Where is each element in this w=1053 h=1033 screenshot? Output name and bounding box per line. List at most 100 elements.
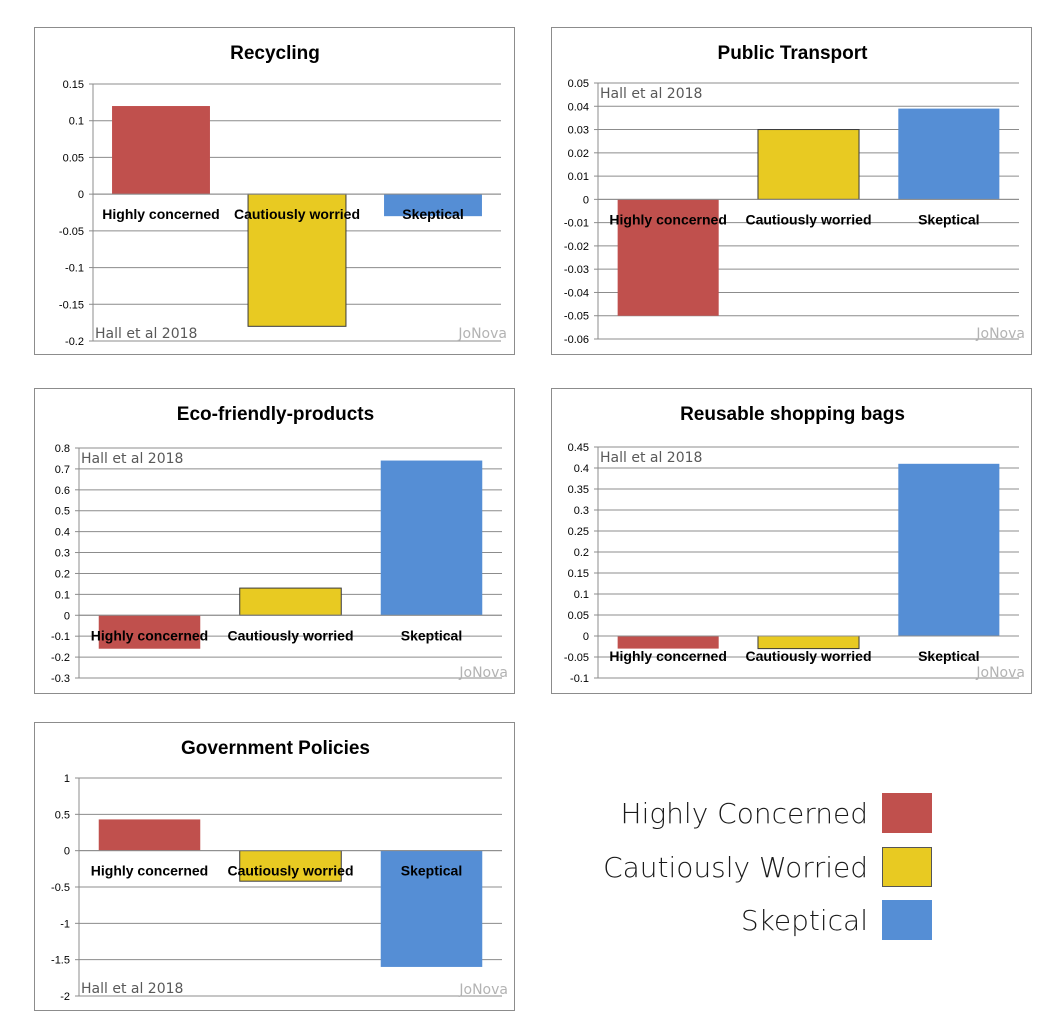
legend-swatch xyxy=(882,847,932,887)
y-tick-label: 0 xyxy=(64,610,70,622)
y-tick-label: -0.2 xyxy=(51,652,70,664)
chart-public-transport: Public Transport 0.05 0.04 0.03 0.02 0.01 0 -0.… xyxy=(551,27,1032,355)
chart-title: Recycling xyxy=(230,43,320,64)
watermark: JoNova xyxy=(458,982,508,998)
y-tick-label: -0.5 xyxy=(51,882,70,894)
category-label: Skeptical xyxy=(918,648,979,664)
y-tick-label: -0.1 xyxy=(570,673,589,685)
chart-government-policies: Government Policies 1 0.5 0 -0.5 -1 -1.5 -2 High… xyxy=(34,722,515,1011)
y-tick-label: 0.5 xyxy=(55,809,70,821)
category-label: Cautiously worried xyxy=(227,627,353,643)
y-tick-label: -0.1 xyxy=(65,263,84,275)
legend-item-highly-concerned: Highly Concerned xyxy=(600,793,940,835)
bar-highly-concerned xyxy=(617,636,719,649)
chart-svg: Eco-friendly-products 0.8 0.7 0.6 0.5 0.4 0.3 0… xyxy=(51,404,508,685)
legend-swatch xyxy=(882,900,932,940)
bar-cautiously-worried xyxy=(757,635,860,650)
y-tick-label: 0.4 xyxy=(574,463,589,475)
y-tick-label: 0.4 xyxy=(55,527,70,539)
bar-highly-concerned xyxy=(98,615,201,649)
category-label: Highly concerned xyxy=(91,863,208,879)
y-tick-label: -1.5 xyxy=(51,955,70,967)
legend-swatch xyxy=(882,793,932,833)
bar-cautiously-worried xyxy=(239,587,342,616)
y-tick-label: -0.06 xyxy=(564,334,589,346)
category-label: Cautiously worried xyxy=(227,863,353,879)
chart-title: Government Policies xyxy=(181,738,370,759)
chart-recycling: Recycling 0.15 0.1 0.05 0 -0.05 -0.1 -0.15 -0.2 H… xyxy=(34,27,515,355)
y-tick-label: 0.15 xyxy=(568,568,589,580)
y-tick-label: 0.05 xyxy=(63,152,84,164)
y-tick-label: 1 xyxy=(64,773,70,785)
bar-cautiously-worried xyxy=(757,129,860,200)
legend-item-skeptical: Skeptical xyxy=(600,900,940,942)
chart-title: Reusable shopping bags xyxy=(680,404,905,425)
legend-item-cautiously-worried: Cautiously Worried xyxy=(600,847,940,889)
watermark: JoNova xyxy=(458,665,508,681)
y-tick-label: -0.03 xyxy=(564,264,589,276)
chart-eco-friendly-products: Eco-friendly-products 0.8 0.7 0.6 0.5 0.4 0.3 0… xyxy=(34,388,515,694)
y-tick-label: 0.03 xyxy=(568,125,589,137)
watermark: JoNova xyxy=(457,326,507,342)
y-tick-label: 0.7 xyxy=(55,464,70,476)
bar-cautiously-worried xyxy=(239,850,342,882)
source-label: Hall et al 2018 xyxy=(95,326,197,342)
source-label: Hall et al 2018 xyxy=(81,451,183,467)
bar-highly-concerned xyxy=(112,106,210,195)
category-label: Cautiously worried xyxy=(745,648,871,664)
y-tick-label: 0.2 xyxy=(55,568,70,580)
category-label: Highly concerned xyxy=(102,206,219,222)
chart-title: Public Transport xyxy=(718,43,869,64)
bar-cautiously-worried xyxy=(247,193,347,327)
y-tick-label: 0.5 xyxy=(55,506,70,518)
y-tick-label: 0.3 xyxy=(55,548,70,560)
y-tick-label: -0.1 xyxy=(51,631,70,643)
y-tick-label: 0 xyxy=(64,846,70,858)
category-label: Highly concerned xyxy=(91,627,208,643)
bar-skeptical xyxy=(898,463,1000,636)
y-tick-label: 0.02 xyxy=(568,148,589,160)
category-label: Skeptical xyxy=(918,211,979,227)
y-tick-label: 0 xyxy=(78,189,84,201)
y-tick-label: -0.05 xyxy=(59,226,84,238)
y-tick-label: 0.45 xyxy=(568,442,589,454)
category-label: Skeptical xyxy=(401,863,462,879)
bar-skeptical xyxy=(380,850,483,967)
watermark: JoNova xyxy=(975,326,1025,342)
y-tick-label: 0.2 xyxy=(574,547,589,559)
category-label: Cautiously worried xyxy=(234,206,360,222)
category-label: Highly concerned xyxy=(609,211,726,227)
y-tick-label: 0.1 xyxy=(55,589,70,601)
y-tick-label: -0.05 xyxy=(564,311,589,323)
chart-svg: Public Transport 0.05 0.04 0.03 0.02 0.01 0 -0.… xyxy=(564,43,1025,346)
y-tick-label: 0.6 xyxy=(55,485,70,497)
y-tick-label: -0.02 xyxy=(564,241,589,253)
category-label: Skeptical xyxy=(401,627,462,643)
y-tick-label: -1 xyxy=(60,918,70,930)
source-label: Hall et al 2018 xyxy=(600,450,702,466)
y-tick-label: -2 xyxy=(60,991,70,1003)
y-tick-label: 0.15 xyxy=(63,79,84,91)
legend-label: Cautiously Worried xyxy=(603,851,868,884)
y-tick-label: 0.05 xyxy=(568,78,589,90)
y-tick-label: 0.05 xyxy=(568,610,589,622)
source-label: Hall et al 2018 xyxy=(81,981,183,997)
chart-svg: Reusable shopping bags 0.45 0.4 0.35 0.3 0.25… xyxy=(564,404,1025,685)
legend: Highly Concerned Cautiously Worried Skep… xyxy=(600,785,940,955)
y-tick-label: -0.3 xyxy=(51,673,70,685)
y-tick-label: 0 xyxy=(583,194,589,206)
y-tick-label: -0.05 xyxy=(564,652,589,664)
y-tick-label: 0.3 xyxy=(574,505,589,517)
category-label: Highly concerned xyxy=(609,648,726,664)
chart-title: Eco-friendly-products xyxy=(177,404,374,425)
y-tick-label: -0.15 xyxy=(59,299,84,311)
y-tick-label: -0.04 xyxy=(564,287,589,299)
y-tick-label: 0.35 xyxy=(568,484,589,496)
bar-skeptical xyxy=(384,194,482,217)
watermark: JoNova xyxy=(975,665,1025,681)
y-tick-label: -0.2 xyxy=(65,336,84,348)
y-tick-label: 0.8 xyxy=(55,443,70,455)
chart-svg: Recycling 0.15 0.1 0.05 0 -0.05 -0.1 -0.15 -0.2 H… xyxy=(59,43,507,348)
y-tick-label: 0.1 xyxy=(574,589,589,601)
bar-highly-concerned xyxy=(98,819,201,851)
